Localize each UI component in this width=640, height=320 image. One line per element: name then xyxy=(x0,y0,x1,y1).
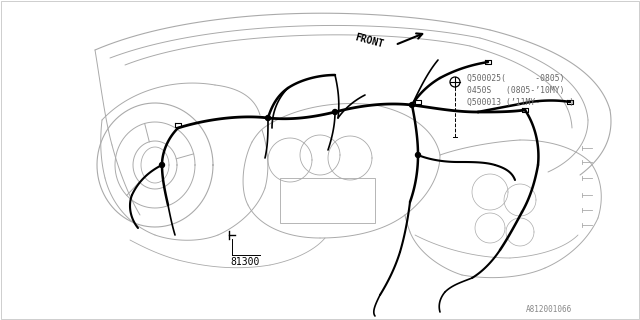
Text: 81300: 81300 xyxy=(230,257,259,267)
Text: 0450S   (0805-’10MY): 0450S (0805-’10MY) xyxy=(467,85,564,94)
Text: Q500025(      -0805): Q500025( -0805) xyxy=(467,74,564,83)
Text: FRONT: FRONT xyxy=(354,33,385,50)
Circle shape xyxy=(410,102,415,108)
Text: Q500013 (’11MY-      ): Q500013 (’11MY- ) xyxy=(467,98,574,107)
Circle shape xyxy=(333,109,337,115)
Circle shape xyxy=(415,153,420,157)
Circle shape xyxy=(159,163,164,167)
Circle shape xyxy=(266,116,271,121)
Text: A812001066: A812001066 xyxy=(525,305,572,314)
Circle shape xyxy=(450,77,460,87)
